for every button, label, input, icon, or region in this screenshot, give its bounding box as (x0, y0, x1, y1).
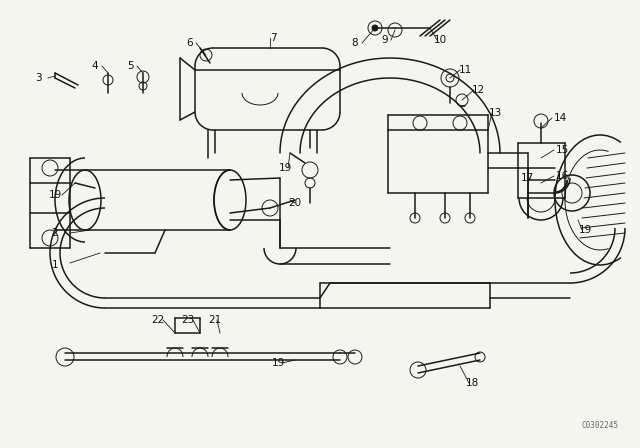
Text: 20: 20 (289, 198, 301, 208)
Text: 17: 17 (520, 173, 534, 183)
Text: 19: 19 (579, 225, 591, 235)
Text: 13: 13 (488, 108, 502, 118)
Text: 14: 14 (554, 113, 566, 123)
Text: 19: 19 (271, 358, 285, 368)
Text: 1: 1 (52, 260, 58, 270)
Text: 16: 16 (556, 171, 568, 181)
Circle shape (372, 25, 378, 31)
Text: 5: 5 (127, 61, 133, 71)
Text: 2: 2 (52, 228, 58, 238)
Text: 12: 12 (472, 85, 484, 95)
Text: 15: 15 (556, 145, 568, 155)
Text: 3: 3 (35, 73, 42, 83)
Text: 6: 6 (187, 38, 193, 48)
Text: 19: 19 (49, 190, 61, 200)
Text: 4: 4 (92, 61, 99, 71)
Text: 22: 22 (152, 315, 164, 325)
Text: 21: 21 (209, 315, 221, 325)
Text: 23: 23 (181, 315, 195, 325)
Text: 10: 10 (433, 35, 447, 45)
Text: C0302245: C0302245 (582, 421, 618, 430)
Text: 19: 19 (278, 163, 292, 173)
Text: 8: 8 (352, 38, 358, 48)
Text: 18: 18 (465, 378, 479, 388)
Text: 9: 9 (381, 35, 388, 45)
Text: 11: 11 (458, 65, 472, 75)
Text: 7: 7 (269, 33, 276, 43)
